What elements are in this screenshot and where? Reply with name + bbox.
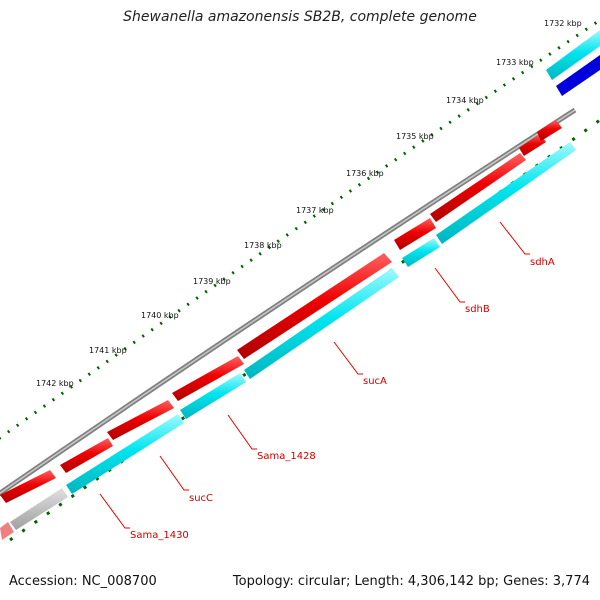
gene-label-sucA: sucA — [363, 376, 387, 387]
kbp-label: 1739 kbp — [193, 277, 231, 286]
kbp-label: 1736 kbp — [346, 169, 384, 178]
gene-red-block — [394, 218, 436, 250]
gene-label-sdhA: sdhA — [530, 257, 555, 268]
gene-label-Sama_1428: Sama_1428 — [257, 451, 316, 462]
gene-cyan-block — [546, 30, 600, 80]
reverse-strand-genes — [0, 30, 600, 540]
label-leaders — [99, 221, 530, 529]
kbp-label: 1740 kbp — [141, 311, 179, 320]
gene-label-sdhB: sdhB — [465, 304, 490, 315]
gene-cyan-block — [66, 414, 184, 494]
gene-labels: sdhA sdhB sucA Sama_1428 sucC Sama_1430 — [130, 257, 555, 541]
gene-red-block — [0, 470, 56, 503]
gene-label-sucC: sucC — [189, 493, 213, 504]
gene-cyan-block — [180, 373, 246, 419]
forward-strand-genes — [0, 120, 562, 503]
gene-red-block — [430, 153, 526, 222]
backbone-highlight — [0, 109, 576, 495]
map-title: Shewanella amazonensis SB2B, complete ge… — [123, 9, 477, 25]
kbp-label: 1733 kbp — [496, 58, 534, 67]
kbp-label: 1738 kbp — [244, 241, 282, 250]
kbp-label: 1741 kbp — [89, 346, 127, 355]
gene-red-block — [107, 400, 174, 440]
gene-red-block — [172, 356, 244, 401]
gene-cyan-block — [402, 238, 440, 267]
genome-summary-text: Topology: circular; Length: 4,306,142 bp… — [232, 574, 590, 589]
gene-pink-block — [0, 522, 14, 540]
ruler-dots — [0, 18, 600, 440]
accession-text: Accession: NC_008700 — [9, 574, 157, 589]
gene-red-block — [237, 253, 392, 359]
kbp-label: 1734 kbp — [446, 96, 484, 105]
gene-cyan-block — [436, 142, 576, 244]
kbp-label: 1732 kbp — [544, 19, 582, 28]
gene-grey-block — [10, 488, 68, 530]
gene-blue-block — [556, 55, 600, 96]
gene-cyan-block — [244, 268, 399, 379]
kbp-labels: 1732 kbp 1733 kbp 1734 kbp 1735 kbp 1736… — [36, 19, 582, 388]
gene-red-block — [519, 134, 546, 156]
gene-red-block — [60, 438, 113, 473]
gene-label-Sama_1430: Sama_1430 — [130, 530, 189, 541]
kbp-label: 1735 kbp — [396, 132, 434, 141]
kbp-label: 1737 kbp — [296, 206, 334, 215]
gene-red-block — [537, 120, 562, 141]
kbp-label: 1742 kbp — [36, 379, 74, 388]
